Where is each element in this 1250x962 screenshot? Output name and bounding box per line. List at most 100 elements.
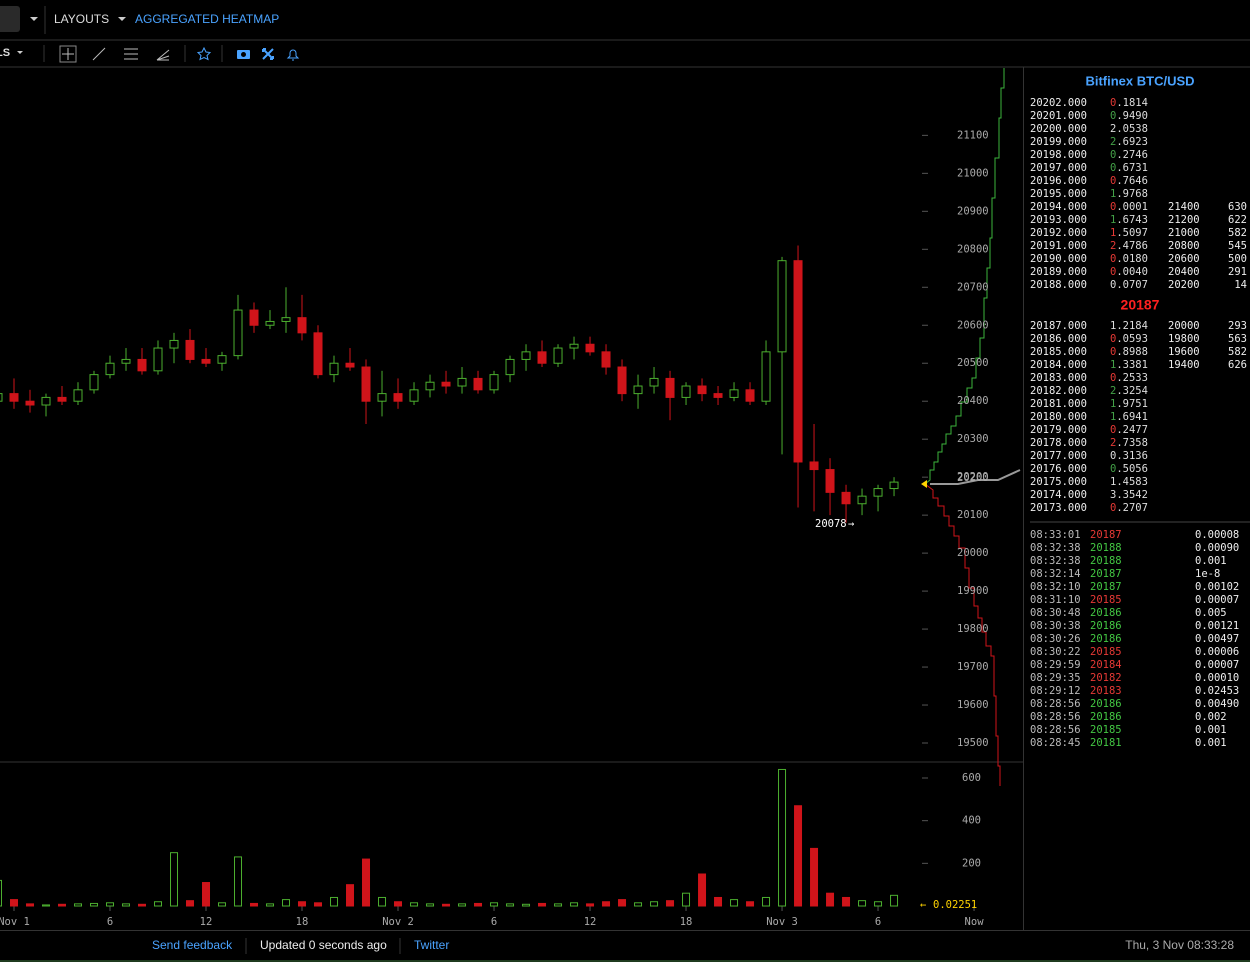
volume-bar <box>42 904 51 907</box>
x-tick-label: Nov 3 <box>766 916 798 928</box>
alert-button[interactable] <box>286 49 300 61</box>
low-arrow: → <box>848 518 854 530</box>
book-amount: 2.7358 <box>1110 437 1148 449</box>
book-price: 20180.000 <box>1030 411 1087 423</box>
agg-size: 563 <box>1228 333 1247 345</box>
y-tick-label: 200 <box>962 857 981 869</box>
trade-price: 20187 <box>1090 529 1122 541</box>
trade-time: 08:32:10 <box>1030 581 1081 593</box>
book-amount: 1.6743 <box>1110 214 1148 226</box>
y-tick-label: 20900 <box>957 205 989 217</box>
volume-bar <box>538 902 547 907</box>
line-tool[interactable] <box>92 47 106 61</box>
candle-body <box>329 362 339 376</box>
book-price: 20186.000 <box>1030 333 1087 345</box>
feedback-link[interactable]: Send feedback <box>152 938 233 952</box>
volume-bar <box>506 903 515 907</box>
fullscreen-button[interactable] <box>262 48 274 60</box>
candle-body <box>857 495 867 505</box>
book-price: 20178.000 <box>1030 437 1087 449</box>
agg-size: 14 <box>1234 279 1247 291</box>
x-tick-label: Nov 2 <box>382 916 414 928</box>
book-amount: 0.2707 <box>1110 502 1148 514</box>
trade-price: 20186 <box>1090 633 1122 645</box>
y-tick-label: 21000 <box>957 167 989 179</box>
book-price: 20179.000 <box>1030 424 1087 436</box>
crosshair-tool[interactable] <box>59 45 77 63</box>
candle-body <box>649 377 659 387</box>
dropdown-arrow[interactable] <box>118 17 126 21</box>
trade-time: 08:32:38 <box>1030 555 1081 567</box>
trade-time: 08:31:10 <box>1030 594 1081 606</box>
hline-tool[interactable] <box>124 48 138 60</box>
candle-body <box>777 260 787 353</box>
book-price: 20175.000 <box>1030 476 1087 488</box>
x-tick-label: 12 <box>584 916 597 928</box>
price-marker <box>921 480 927 488</box>
candle-body <box>73 389 83 402</box>
favorite-button[interactable] <box>196 46 212 61</box>
book-amount: 0.6731 <box>1110 162 1148 174</box>
trade-time: 08:33:01 <box>1030 529 1081 541</box>
agg-size: 630 <box>1228 201 1247 213</box>
volume-bar <box>586 903 595 907</box>
trade-price: 20185 <box>1090 724 1122 736</box>
trade-size: 0.001 <box>1195 737 1227 749</box>
layouts-menu[interactable]: LAYOUTS <box>54 12 109 26</box>
agg-size: 293 <box>1228 320 1247 332</box>
volume-bar <box>186 900 195 907</box>
trade-price: 20185 <box>1090 594 1122 606</box>
candle-body <box>505 358 515 376</box>
book-price: 20197.000 <box>1030 162 1087 174</box>
volume-bar <box>554 903 563 907</box>
toolbar-menu[interactable]: LS <box>0 47 10 59</box>
volume-bar <box>314 902 323 907</box>
candle-body <box>697 385 707 395</box>
trade-time: 08:30:38 <box>1030 620 1081 632</box>
book-price: 20191.000 <box>1030 240 1087 252</box>
dropdown-arrow[interactable] <box>30 17 38 21</box>
book-amount: 1.5097 <box>1110 227 1148 239</box>
menu-button[interactable] <box>0 6 20 32</box>
book-price: 20196.000 <box>1030 175 1087 187</box>
book-amount: 0.3136 <box>1110 450 1148 462</box>
candle-body <box>617 366 627 395</box>
volume-bar <box>250 902 259 907</box>
dropdown-arrow[interactable] <box>17 51 23 54</box>
volume-bar <box>698 873 707 907</box>
twitter-link[interactable]: Twitter <box>414 938 449 952</box>
x-tick-label: 12 <box>200 916 213 928</box>
trade-time: 08:29:12 <box>1030 685 1081 697</box>
x-tick-label: 6 <box>107 916 113 928</box>
volume-bar <box>490 902 499 907</box>
book-amount: 1.9768 <box>1110 188 1148 200</box>
volume-bar <box>762 896 771 907</box>
book-amount: 0.2477 <box>1110 424 1148 436</box>
fib-tool[interactable] <box>156 49 170 61</box>
trade-size: 0.00008 <box>1195 529 1239 541</box>
volume-bar <box>266 903 275 907</box>
book-price: 20190.000 <box>1030 253 1087 265</box>
trade-price: 20185 <box>1090 646 1122 658</box>
trade-size: 0.001 <box>1195 555 1227 567</box>
volume-bar <box>730 899 739 907</box>
ask-depth-line <box>924 68 1005 485</box>
volume-bar <box>874 901 883 907</box>
book-amount: 3.3542 <box>1110 489 1148 501</box>
book-amount: 1.9751 <box>1110 398 1148 410</box>
book-price: 20201.000 <box>1030 110 1087 122</box>
book-amount: 0.0593 <box>1110 333 1148 345</box>
candle-body <box>633 385 643 395</box>
last-price-label: 20200 <box>957 472 989 484</box>
trade-price: 20183 <box>1090 685 1122 697</box>
volume-bar <box>570 902 579 907</box>
trade-time: 08:29:35 <box>1030 672 1081 684</box>
book-amount: 1.6941 <box>1110 411 1148 423</box>
book-amount: 0.9490 <box>1110 110 1148 122</box>
volume-bar <box>810 847 819 907</box>
book-price: 20194.000 <box>1030 201 1087 213</box>
book-price: 20181.000 <box>1030 398 1087 410</box>
candle-body <box>873 488 883 497</box>
